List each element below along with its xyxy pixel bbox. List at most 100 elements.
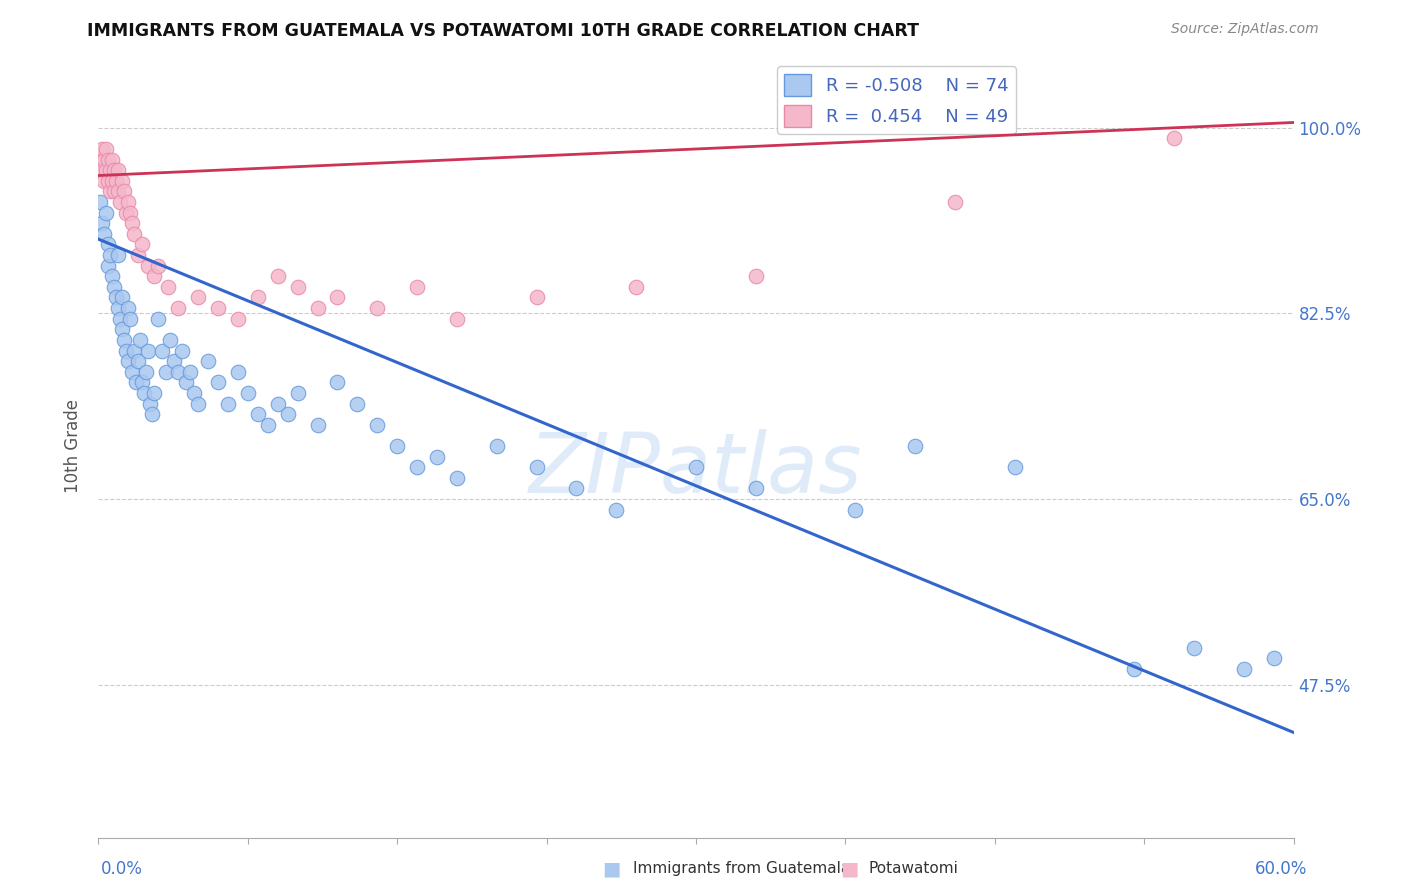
Point [406,280,429,294]
Point [117,354,139,368]
Point [226,311,249,326]
Point [267,396,290,410]
Point [526,291,548,305]
Point [111,174,134,188]
Point [96,205,118,219]
Point [117,301,139,315]
Point [110,311,132,326]
Text: IMMIGRANTS FROM GUATEMALA VS POTAWATOMI 10TH GRADE CORRELATION CHART: IMMIGRANTS FROM GUATEMALA VS POTAWATOMI … [87,22,920,40]
Point [148,311,170,326]
Point [93,227,115,241]
Point [155,365,177,379]
Point [93,153,115,167]
Point [246,407,269,421]
Point [107,248,129,262]
Point [97,174,120,188]
Point [136,343,159,358]
Point [97,259,120,273]
Point [167,301,190,315]
Point [157,280,180,294]
Text: 60.0%: 60.0% [1256,860,1308,878]
Point [89,194,111,209]
Point [101,153,124,167]
Point [406,460,429,475]
Point [565,482,588,496]
Point [256,417,278,432]
Point [110,194,132,209]
Legend: R = -0.508    N = 74, R =  0.454    N = 49: R = -0.508 N = 74, R = 0.454 N = 49 [778,67,1015,134]
Point [136,259,159,273]
Point [101,174,124,188]
Point [346,396,368,410]
Point [97,237,120,252]
Point [163,354,186,368]
Point [187,396,209,410]
Point [124,227,146,241]
Point [904,439,927,453]
Point [426,450,449,464]
Point [685,460,707,475]
Point [117,194,139,209]
Point [148,259,170,273]
Point [179,365,201,379]
Point [1004,460,1026,475]
Point [485,439,508,453]
Point [174,376,197,390]
Point [89,153,111,167]
Point [127,354,149,368]
Point [115,343,138,358]
Point [129,333,152,347]
Text: Immigrants from Guatemala: Immigrants from Guatemala [633,862,851,876]
Point [107,301,129,315]
Point [93,174,115,188]
Point [159,333,181,347]
Point [183,386,205,401]
Text: Potawatomi: Potawatomi [869,862,959,876]
Point [446,471,468,485]
Point [105,291,128,305]
Point [267,269,290,284]
Point [207,301,229,315]
Point [446,311,468,326]
Point [96,142,118,156]
Point [226,365,249,379]
Point [91,142,114,156]
Point [103,185,125,199]
Point [112,333,135,347]
Point [103,163,125,178]
Point [745,482,768,496]
Point [1263,651,1285,665]
Point [96,163,118,178]
Point [1182,640,1205,655]
Point [943,194,966,209]
Point [287,280,309,294]
Text: ZIPatlas: ZIPatlas [529,429,863,510]
Point [246,291,269,305]
Point [131,376,153,390]
Point [98,248,122,262]
Text: 0.0%: 0.0% [101,860,143,878]
Point [172,343,194,358]
Point [115,205,138,219]
Point [605,502,627,516]
Point [120,311,142,326]
Point [844,502,866,516]
Point [135,365,157,379]
Point [112,185,135,199]
Point [307,301,329,315]
Point [150,343,173,358]
Point [236,386,259,401]
Point [124,343,146,358]
Point [107,185,129,199]
Point [277,407,299,421]
Point [366,417,388,432]
Point [167,365,190,379]
Point [385,439,409,453]
Text: ■: ■ [839,859,859,879]
Point [217,396,239,410]
Point [139,396,162,410]
Point [121,365,143,379]
Point [98,163,122,178]
Point [91,163,114,178]
Point [1233,662,1256,676]
